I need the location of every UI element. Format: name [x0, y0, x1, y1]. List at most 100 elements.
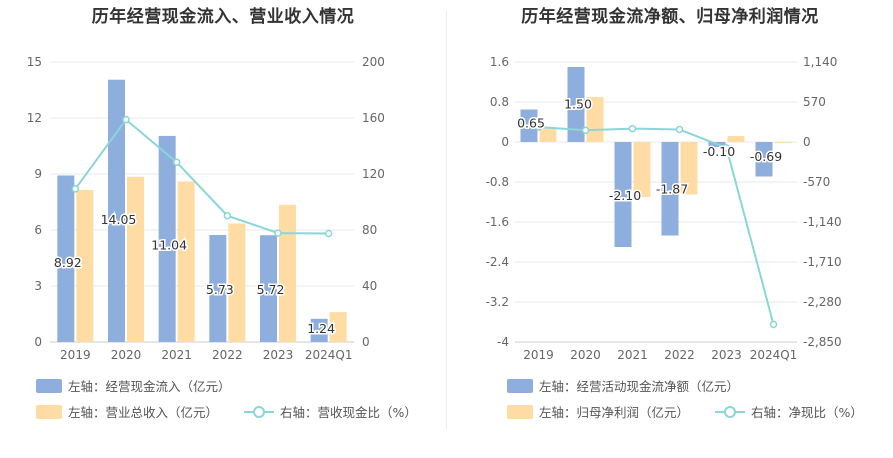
y-left-tick-label: 12 [27, 111, 42, 125]
legend-swatch-net-cashflow [507, 378, 533, 393]
y-left-tick-label: -0.8 [486, 175, 509, 189]
legend-row-1: 左轴：经营现金流入（亿元） [36, 376, 253, 396]
data-label: -1.87 [656, 181, 688, 196]
bar-series-1 [567, 67, 585, 142]
legend-item-inflow[interactable]: 左轴：经营现金流入（亿元） [36, 376, 231, 395]
data-label: 8.92 [54, 255, 82, 270]
bar-series-1 [57, 175, 75, 342]
y-right-tick-label: 120 [362, 167, 385, 181]
bar-series-2 [680, 142, 698, 195]
y-right-tick-label: 0 [803, 135, 811, 149]
line-point [71, 185, 80, 193]
legend-row-2: 左轴：营业总收入（亿元） 右轴：营收现金比（%） [36, 402, 439, 422]
legend-swatch-inflow [36, 378, 62, 393]
x-tick-label: 2023 [263, 348, 294, 362]
bar-series-1 [158, 135, 176, 342]
y-left-tick-label: -3.2 [486, 295, 509, 309]
x-tick-label: 2023 [711, 348, 742, 362]
bar-series-2 [633, 142, 651, 197]
legend-row-1: 左轴：经营活动现金流净额（亿元） [507, 376, 761, 396]
y-left-tick-label: 6 [34, 223, 42, 237]
legend-swatch-revenue [36, 404, 62, 419]
chart-title: 历年经营现金流净额、归母净利润情况 [521, 7, 819, 27]
line-point [223, 211, 232, 220]
bar-series-1 [260, 235, 277, 342]
bar-series-1 [755, 142, 773, 177]
legend-item-net-cashflow[interactable]: 左轴：经营活动现金流净额（亿元） [507, 376, 739, 395]
bar-series-1 [310, 318, 328, 342]
y-left-tick-label: 0.8 [490, 95, 509, 109]
y-left-tick-label: 15 [27, 55, 42, 69]
legend-item-cash-ratio[interactable]: 右轴：净现比（%） [715, 402, 863, 421]
line-point [722, 144, 731, 152]
y-left-tick-label: 3 [34, 279, 42, 293]
y-right-tick-label: -570 [803, 175, 830, 189]
legend-label: 左轴：营业总收入（亿元） [68, 405, 219, 420]
x-tick-label: 2022 [664, 348, 695, 362]
y-right-tick-label: 160 [362, 111, 385, 125]
bar-series-2 [329, 312, 347, 342]
line-point [172, 158, 181, 166]
data-label: -2.10 [609, 188, 641, 203]
x-tick-label: 2019 [523, 348, 554, 362]
y-right-tick-label: 80 [362, 223, 377, 237]
chart-panel-cashflow-inflow: 历年经营现金流入、营业收入情况 0 3 6 9 12 15 0 40 80 120 160 200 20… [0, 0, 446, 458]
bar-series-1 [520, 109, 538, 142]
legend-label: 右轴：营收现金比（%） [280, 405, 417, 420]
legend-label: 右轴：净现比（%） [751, 405, 863, 420]
y-left-tick-label: 0 [501, 135, 509, 149]
legend-item-ratio[interactable]: 右轴：营收现金比（%） [244, 402, 417, 421]
y-right-tick-label: 570 [803, 95, 826, 109]
x-tick-label: 2019 [60, 348, 91, 362]
legend-item-revenue[interactable]: 左轴：营业总收入（亿元） [36, 402, 218, 421]
y-left-tick-label: -2.4 [486, 255, 509, 269]
legend-swatch-cash-ratio [715, 405, 745, 419]
y-right-tick-label: 200 [362, 55, 385, 69]
y-right-tick-label: 1,140 [803, 55, 837, 69]
legend-swatch-net-profit [507, 404, 533, 419]
x-tick-label: 2020 [111, 348, 142, 362]
legend-row-2: 左轴：归母净利润（亿元） 右轴：净现比（%） [507, 402, 885, 422]
line-series [74, 118, 329, 235]
legend-label: 左轴：经营活动现金流净额（亿元） [539, 379, 740, 394]
data-label: 1.24 [307, 321, 335, 336]
chart-plot-area: 0 3 6 9 12 15 0 40 80 120 160 200 2019 2020 2021 2022 20… [27, 55, 385, 362]
y-left-tick-label: 9 [34, 167, 42, 181]
line-point [628, 124, 637, 133]
line-point [122, 115, 130, 124]
bar-series-1 [108, 79, 125, 342]
line-point [769, 320, 778, 329]
bar-series-2 [539, 127, 557, 142]
y-right-tick-label: -2,850 [803, 335, 842, 349]
bar-series-2 [228, 223, 246, 342]
y-left-tick-label: 1.6 [490, 55, 509, 69]
x-tick-label: 2020 [570, 348, 601, 362]
x-tick-label: 2021 [161, 348, 192, 362]
bar-series-1 [209, 235, 227, 342]
line-point [274, 229, 282, 237]
legend-label: 左轴：归母净利润（亿元） [539, 405, 690, 420]
legend-swatch-ratio [244, 405, 274, 419]
x-tick-label: 2024Q1 [750, 348, 798, 362]
bar-series-2 [774, 142, 792, 143]
data-label: 0.65 [517, 115, 545, 130]
line-point [581, 126, 590, 135]
bar-series-1 [661, 142, 679, 236]
chart-title: 历年经营现金流入、营业收入情况 [91, 7, 355, 27]
legend-item-net-profit[interactable]: 左轴：归母净利润（亿元） [507, 402, 689, 421]
line-point [324, 229, 333, 238]
bar-series-1 [614, 142, 632, 247]
bar-series-2 [127, 176, 144, 342]
y-left-tick-label: 0 [34, 335, 42, 349]
x-tick-label: 2024Q1 [305, 348, 353, 362]
bar-series-2 [177, 181, 195, 342]
y-left-tick-label: -4 [497, 335, 509, 349]
y-right-tick-label: 0 [362, 335, 370, 349]
line-series [538, 125, 775, 325]
y-right-tick-label: -2,280 [803, 295, 842, 309]
bar-series-2 [76, 189, 94, 342]
line-point [534, 123, 543, 131]
data-label: -0.69 [750, 149, 782, 164]
data-label: 5.72 [257, 282, 285, 297]
y-right-tick-label: 40 [362, 279, 377, 293]
